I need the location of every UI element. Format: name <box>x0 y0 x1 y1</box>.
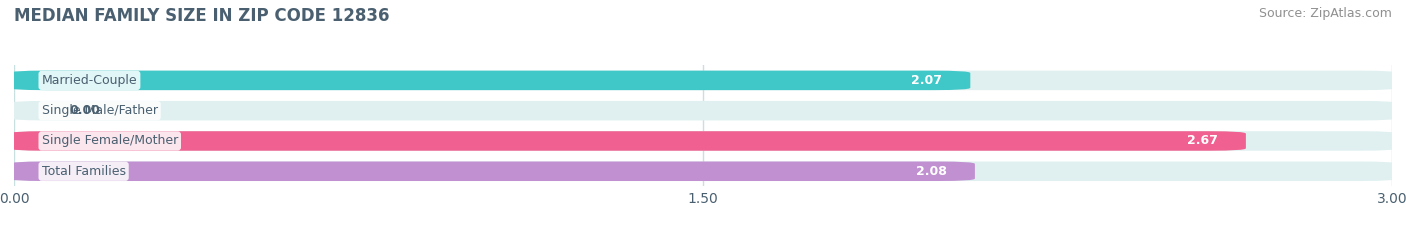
Text: Total Families: Total Families <box>42 165 125 178</box>
FancyBboxPatch shape <box>8 71 1398 90</box>
FancyBboxPatch shape <box>8 101 1398 120</box>
Text: Married-Couple: Married-Couple <box>42 74 138 87</box>
Text: Source: ZipAtlas.com: Source: ZipAtlas.com <box>1258 7 1392 20</box>
FancyBboxPatch shape <box>8 71 970 90</box>
Text: 2.07: 2.07 <box>911 74 942 87</box>
FancyBboxPatch shape <box>8 131 1246 151</box>
FancyBboxPatch shape <box>8 161 1398 181</box>
Text: MEDIAN FAMILY SIZE IN ZIP CODE 12836: MEDIAN FAMILY SIZE IN ZIP CODE 12836 <box>14 7 389 25</box>
Text: Single Female/Mother: Single Female/Mother <box>42 134 179 147</box>
Text: Single Male/Father: Single Male/Father <box>42 104 157 117</box>
Text: 0.00: 0.00 <box>69 104 100 117</box>
Text: 2.08: 2.08 <box>915 165 946 178</box>
Text: 2.67: 2.67 <box>1187 134 1218 147</box>
FancyBboxPatch shape <box>8 161 974 181</box>
FancyBboxPatch shape <box>8 131 1398 151</box>
